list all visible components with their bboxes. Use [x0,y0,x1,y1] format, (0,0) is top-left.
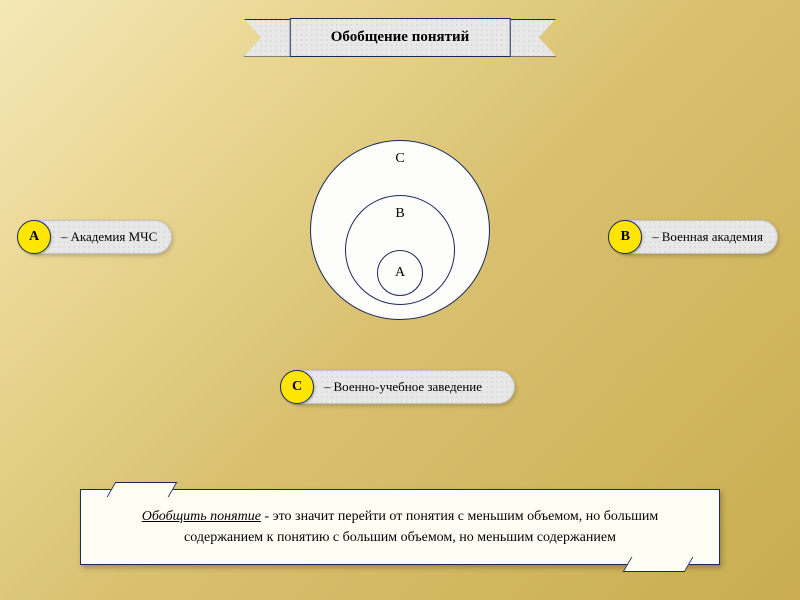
legend-dash: – [61,229,68,244]
legend-label: Военная академия [662,229,763,244]
definition-term: Обобщить понятие [142,509,261,524]
legend-dash: – [324,379,331,394]
legend-label: Академия МЧС [71,229,158,244]
legend-dash: – [652,229,659,244]
legend-text-c: –Военно-учебное заведение [324,379,500,395]
legend-bubble: C –Военно-учебное заведение [285,370,515,404]
legend-item-a: A –Академия МЧС [22,220,172,254]
ribbon-right [506,19,556,57]
venn-diagram: C B A [310,140,490,320]
legend-text-b: –Военная академия [652,229,763,245]
ribbon-left [244,19,294,57]
legend-dot-a: A [17,220,51,254]
page-title: Обобщение понятий [290,18,511,57]
legend-item-c: C –Военно-учебное заведение [285,370,515,404]
venn-label-a: A [395,265,405,281]
legend-bubble: A –Академия МЧС [22,220,172,254]
legend-dot-b: B [608,220,642,254]
title-banner: Обобщение понятий [244,18,557,57]
legend-dot-c: C [280,370,314,404]
legend-label: Военно-учебное заведение [334,379,483,394]
legend-text-a: –Академия МЧС [61,229,157,245]
legend-item-b: B –Военная академия [613,220,778,254]
legend-bubble: B –Военная академия [613,220,778,254]
definition-sep: - [264,509,269,524]
venn-circle-a: A [377,250,423,296]
definition-scroll: Обобщить понятие - это значит перейти от… [80,489,720,565]
